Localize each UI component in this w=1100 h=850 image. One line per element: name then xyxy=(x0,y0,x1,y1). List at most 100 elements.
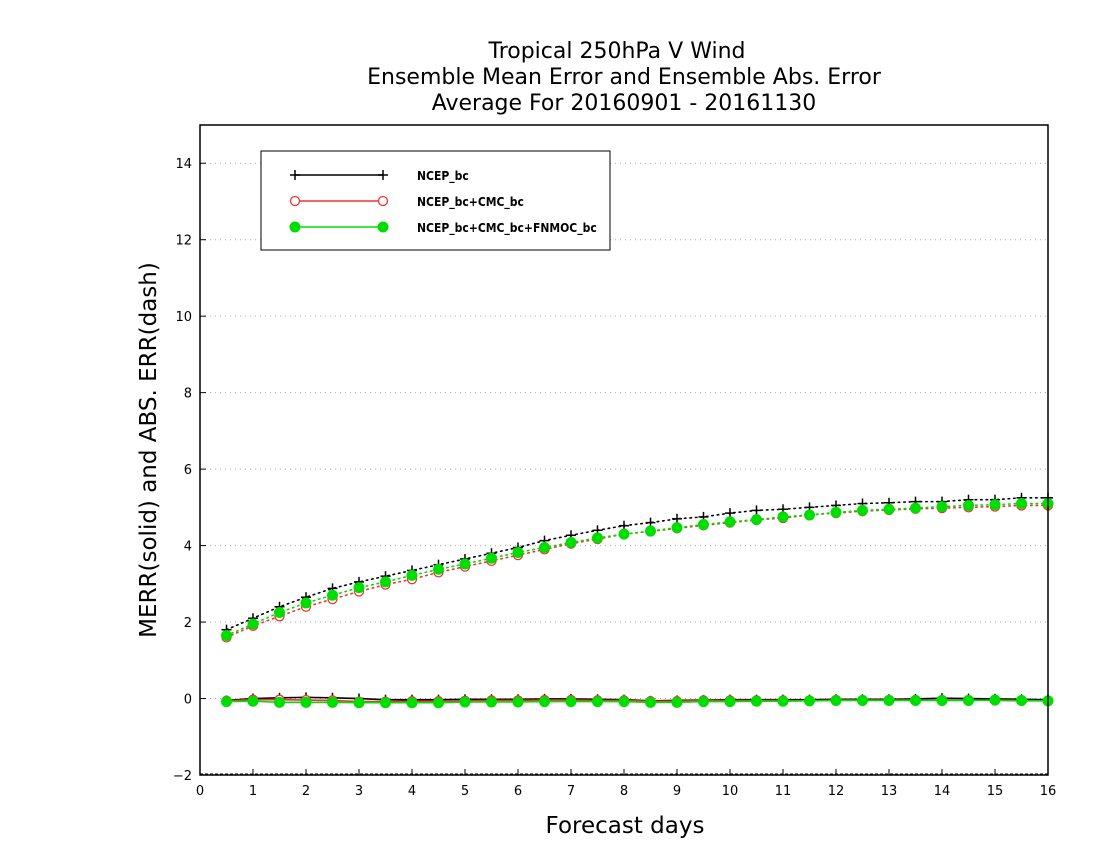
legend-label: NCEP_bc xyxy=(417,169,469,184)
series-3-abs-err-point xyxy=(857,504,868,516)
series-3-merr-point xyxy=(592,696,603,708)
x-tick-label: 6 xyxy=(514,784,522,799)
x-tick-label: 3 xyxy=(355,784,363,799)
x-tick-label: 11 xyxy=(775,784,792,799)
legend-point xyxy=(377,195,389,207)
y-axis-label: MERR(solid) and ABS. ERR(dash) xyxy=(136,262,162,638)
y-tick-label: 0 xyxy=(184,693,192,708)
series-3-merr-point xyxy=(406,697,418,709)
series-3-abs-err-point xyxy=(539,542,550,553)
series-3-abs-err-point xyxy=(698,519,709,531)
series-3-abs-err-point xyxy=(724,516,736,528)
x-tick-label: 7 xyxy=(567,784,575,799)
series-3-merr-point xyxy=(380,697,391,709)
x-axis: 0 1 2 3 4 5 6 7 8 9 10 11 12 13 14 15 16 xyxy=(196,769,1056,799)
series-3-abs-err-point xyxy=(221,629,232,641)
series-3-abs-err-point xyxy=(618,528,630,540)
x-tick-label: 16 xyxy=(1040,784,1057,799)
series-3-abs-err-point xyxy=(433,563,444,575)
series-3-abs-err-line xyxy=(225,502,1049,637)
y-tick-label: 4 xyxy=(184,540,192,555)
series-3-merr-point xyxy=(433,697,444,709)
series-3-merr-point xyxy=(989,694,1001,706)
x-tick-label: 12 xyxy=(828,784,845,799)
series-3-merr-point xyxy=(645,696,656,708)
y-tick-label: 6 xyxy=(184,463,192,478)
series-3-merr-point xyxy=(486,696,497,708)
series-3-abs-err-point xyxy=(247,618,259,630)
series-3-abs-err-point xyxy=(910,502,921,514)
y-tick-label: 8 xyxy=(184,387,192,402)
legend-point xyxy=(378,170,388,180)
series-3-merr-point xyxy=(671,696,683,708)
x-tick-label: 2 xyxy=(302,784,310,799)
legend-entry: NCEP_bc+CMC_bc xyxy=(289,195,524,210)
series-3-abs-err-point xyxy=(804,509,815,521)
series-3-abs-err-point xyxy=(512,546,524,558)
series-3-abs-err-point xyxy=(963,499,974,511)
legend-point xyxy=(377,221,389,233)
legend-entry: NCEP_bc+CMC_bc+FNMOC_bc xyxy=(289,221,597,236)
legend: NCEP_bc NCEP_bc+CMC_bc NCEP_bc+CMC_bc+FNMO… xyxy=(260,150,611,251)
legend-point xyxy=(290,170,300,180)
series-3-merr-point xyxy=(883,694,895,706)
y-tick-label: 10 xyxy=(175,310,192,325)
series-3-abs-err-point xyxy=(936,501,948,513)
y-tick-label: 2 xyxy=(184,616,192,631)
x-tick-label: 5 xyxy=(461,784,469,799)
series-3-merr-point xyxy=(724,696,736,708)
series-3-abs-err-point xyxy=(353,582,365,594)
series-3-abs-err-point xyxy=(830,506,842,518)
series-3-merr-point xyxy=(963,694,974,706)
series-2-abs-err-line xyxy=(225,504,1049,639)
y-tick-label: 12 xyxy=(175,234,192,249)
series-3-merr-point xyxy=(1016,694,1027,706)
series-3-abs-err-point xyxy=(300,597,312,609)
title-line-1: Tropical 250hPa V Wind xyxy=(487,39,745,64)
y-axis: −2 0 2 4 6 8 10 12 14 xyxy=(173,157,206,784)
series-3-merr-point xyxy=(221,696,232,708)
x-tick-label: 13 xyxy=(881,784,898,799)
series-3-abs-err-point xyxy=(327,589,338,601)
legend-label: NCEP_bc+CMC_bc xyxy=(417,195,524,210)
y-tick-label: 14 xyxy=(175,157,192,172)
x-tick-label: 10 xyxy=(722,784,739,799)
series-3-merr-point xyxy=(618,696,630,708)
x-tick-label: 0 xyxy=(196,784,204,799)
series-3-abs-err-point xyxy=(751,514,762,526)
x-tick-label: 14 xyxy=(934,784,951,799)
x-tick-label: 4 xyxy=(408,784,416,799)
series-3-merr-point xyxy=(698,696,709,708)
series-3-merr-point xyxy=(804,695,815,707)
series-3-abs-err-point xyxy=(645,525,656,537)
series-3-merr-point xyxy=(857,694,868,706)
series-3-merr-point xyxy=(247,695,259,707)
series-3-abs-err-point xyxy=(989,499,1001,511)
series-1 xyxy=(221,492,1053,706)
series-3-abs-err-point xyxy=(671,522,683,534)
series-3-merr-point xyxy=(936,694,948,706)
x-tick-label: 9 xyxy=(673,784,681,799)
gridlines xyxy=(200,162,1048,775)
x-tick-label: 1 xyxy=(249,784,257,799)
legend-point xyxy=(289,195,301,207)
series-3-abs-err-point xyxy=(274,607,285,618)
series-3-merr-point xyxy=(910,694,921,706)
series-1-abs-err-point xyxy=(751,505,762,516)
series-3-abs-err-point xyxy=(565,537,577,549)
x-tick-label: 8 xyxy=(620,784,628,799)
series-3-abs-err-point xyxy=(592,532,603,544)
series-3-merr-point xyxy=(300,696,312,708)
series-3-merr-point xyxy=(353,697,365,709)
series-3-merr-point xyxy=(539,696,550,708)
series-3-merr-point xyxy=(751,695,762,707)
series-layer xyxy=(221,492,1054,709)
series-3-abs-err-point xyxy=(486,552,497,564)
series-3-merr-point xyxy=(327,696,338,708)
y-tick-label: −2 xyxy=(173,769,192,784)
series-3-abs-err-point xyxy=(1016,498,1027,510)
legend-entry: NCEP_bc xyxy=(290,169,469,184)
series-3-merr-point xyxy=(274,696,285,708)
series-3-merr-point xyxy=(777,695,789,707)
